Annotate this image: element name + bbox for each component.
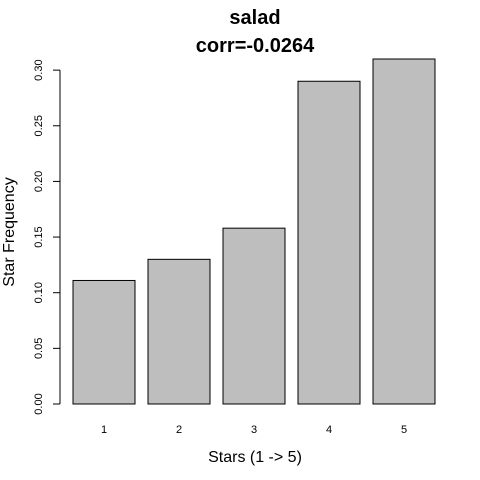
y-tick-label: 0.25 [33, 115, 45, 136]
bar-1 [72, 279, 136, 405]
chart-subtitle: corr=-0.0264 [196, 35, 315, 57]
bars-group [72, 58, 436, 405]
x-tick-labels: 1 2 3 4 5 [101, 424, 407, 436]
y-tick-label: 0.20 [33, 171, 45, 192]
y-axis-label: Star Frequency [1, 177, 18, 286]
bar-4 [297, 80, 361, 405]
x-tick-label: 5 [401, 424, 407, 436]
chart-title: salad [229, 7, 280, 29]
x-axis-label: Stars (1 -> 5) [208, 449, 302, 466]
x-tick-label: 3 [251, 424, 257, 436]
x-tick-label: 4 [326, 424, 332, 436]
x-tick-label: 2 [176, 424, 182, 436]
y-axis: 0.00 0.05 0.10 0.15 0.20 0.25 0.30 [33, 59, 61, 415]
bar-2 [147, 258, 211, 405]
bar-5 [372, 58, 436, 405]
y-tick-label: 0.05 [33, 338, 45, 359]
y-tick-label: 0.00 [33, 393, 45, 414]
x-tick-label: 1 [101, 424, 107, 436]
bar-3 [222, 227, 286, 405]
y-tick-label: 0.15 [33, 226, 45, 247]
y-tick-label: 0.30 [33, 59, 45, 80]
y-tick-label: 0.10 [33, 282, 45, 303]
